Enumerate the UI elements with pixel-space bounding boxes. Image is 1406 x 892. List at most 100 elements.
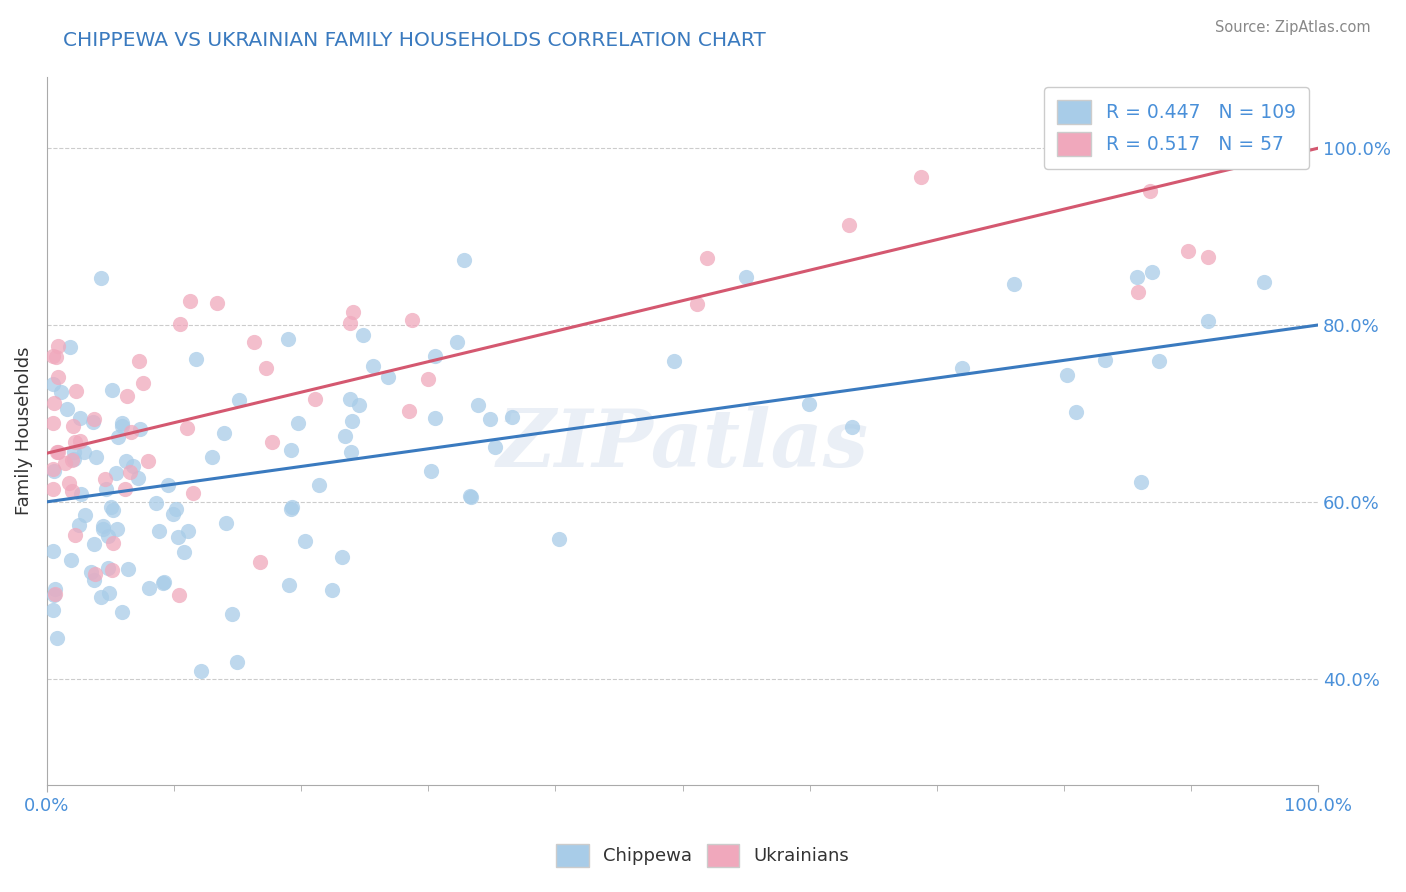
Point bbox=[101, 535, 124, 549]
Point bbox=[423, 410, 446, 425]
Point bbox=[94, 472, 117, 486]
Point bbox=[63, 445, 86, 459]
Point bbox=[162, 508, 184, 522]
Point bbox=[46, 445, 69, 459]
Text: ZIPatlas: ZIPatlas bbox=[496, 407, 869, 484]
Point bbox=[101, 384, 124, 398]
Point bbox=[277, 577, 299, 591]
Point bbox=[104, 466, 127, 480]
Text: CHIPPEWA VS UKRAINIAN FAMILY HOUSEHOLDS CORRELATION CHART: CHIPPEWA VS UKRAINIAN FAMILY HOUSEHOLDS … bbox=[63, 31, 766, 50]
Point bbox=[686, 297, 709, 311]
Point bbox=[69, 434, 91, 448]
Point bbox=[352, 327, 374, 342]
Point bbox=[115, 389, 138, 403]
Point bbox=[44, 582, 66, 596]
Point bbox=[82, 415, 104, 429]
Point bbox=[128, 353, 150, 368]
Point bbox=[401, 313, 423, 327]
Point bbox=[84, 567, 107, 582]
Point bbox=[1197, 314, 1219, 328]
Point bbox=[42, 603, 65, 617]
Point bbox=[122, 459, 145, 474]
Point bbox=[221, 607, 243, 621]
Point bbox=[42, 396, 65, 410]
Point bbox=[45, 631, 67, 645]
Point bbox=[157, 477, 180, 491]
Point bbox=[152, 574, 174, 589]
Point bbox=[42, 376, 65, 391]
Point bbox=[42, 417, 65, 431]
Point bbox=[176, 421, 198, 435]
Point bbox=[53, 456, 76, 470]
Point bbox=[51, 384, 73, 399]
Point bbox=[62, 418, 84, 433]
Point bbox=[58, 475, 80, 490]
Point bbox=[453, 252, 475, 267]
Point bbox=[1139, 184, 1161, 198]
Point bbox=[91, 518, 114, 533]
Point bbox=[93, 522, 115, 536]
Point bbox=[1094, 352, 1116, 367]
Point bbox=[42, 462, 65, 476]
Point bbox=[1140, 265, 1163, 279]
Point bbox=[361, 359, 384, 373]
Point bbox=[165, 502, 187, 516]
Point bbox=[1174, 123, 1197, 137]
Point bbox=[228, 392, 250, 407]
Point bbox=[226, 655, 249, 669]
Point bbox=[65, 384, 87, 398]
Point bbox=[342, 305, 364, 319]
Point bbox=[321, 582, 343, 597]
Point bbox=[127, 471, 149, 485]
Point bbox=[114, 482, 136, 496]
Point bbox=[166, 530, 188, 544]
Point bbox=[120, 465, 142, 479]
Point bbox=[1064, 405, 1087, 419]
Point bbox=[201, 450, 224, 464]
Point bbox=[173, 545, 195, 559]
Point bbox=[377, 369, 399, 384]
Point bbox=[42, 349, 65, 363]
Point bbox=[212, 425, 235, 440]
Point bbox=[111, 605, 134, 619]
Point bbox=[280, 502, 302, 516]
Point bbox=[420, 463, 443, 477]
Point bbox=[330, 549, 353, 564]
Point bbox=[98, 586, 121, 600]
Point bbox=[42, 544, 65, 558]
Point bbox=[501, 409, 523, 424]
Point bbox=[446, 335, 468, 350]
Point bbox=[56, 401, 79, 416]
Point bbox=[1128, 285, 1150, 300]
Point bbox=[62, 452, 84, 467]
Point bbox=[90, 591, 112, 605]
Point bbox=[42, 483, 65, 497]
Point bbox=[46, 444, 69, 458]
Point bbox=[215, 516, 238, 531]
Point bbox=[73, 445, 96, 459]
Point bbox=[308, 478, 330, 492]
Point bbox=[152, 575, 174, 590]
Point bbox=[467, 398, 489, 412]
Point bbox=[100, 500, 122, 515]
Point bbox=[184, 352, 207, 367]
Point bbox=[423, 349, 446, 363]
Point bbox=[181, 486, 204, 500]
Point bbox=[101, 564, 124, 578]
Point bbox=[138, 581, 160, 595]
Point bbox=[75, 508, 97, 522]
Point bbox=[339, 317, 361, 331]
Point bbox=[94, 482, 117, 496]
Point bbox=[478, 411, 501, 425]
Point bbox=[1177, 244, 1199, 258]
Point bbox=[70, 487, 93, 501]
Point bbox=[281, 500, 304, 514]
Point bbox=[484, 440, 506, 454]
Point bbox=[735, 269, 758, 284]
Point bbox=[42, 464, 65, 478]
Point bbox=[838, 218, 860, 232]
Point bbox=[101, 502, 124, 516]
Text: Source: ZipAtlas.com: Source: ZipAtlas.com bbox=[1215, 20, 1371, 35]
Point bbox=[90, 271, 112, 285]
Point bbox=[83, 537, 105, 551]
